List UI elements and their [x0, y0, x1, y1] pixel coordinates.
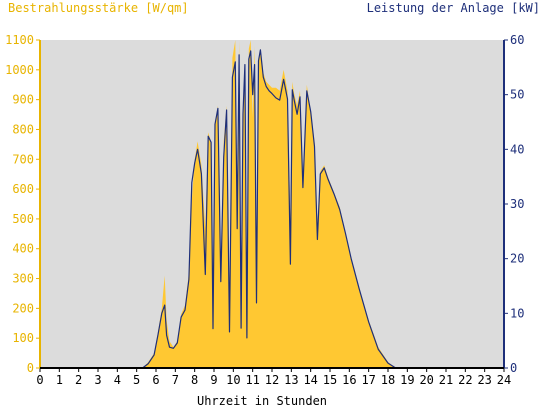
x-tick-label: 7: [172, 373, 179, 387]
x-tick-label: 19: [400, 373, 414, 387]
left-tick-label: 600: [12, 182, 34, 196]
x-tick-label: 1: [56, 373, 63, 387]
right-tick-label: 40: [510, 142, 524, 156]
x-tick-label: 9: [210, 373, 217, 387]
left-tick-label: 100: [12, 331, 34, 345]
x-tick-label: 15: [323, 373, 337, 387]
left-tick-label: 400: [12, 242, 34, 256]
right-tick-label: 20: [510, 252, 524, 266]
x-tick-label: 13: [284, 373, 298, 387]
x-tick-label: 14: [303, 373, 317, 387]
axes-layer: [36, 39, 508, 372]
x-tick-label: 24: [497, 373, 511, 387]
left-tick-label: 700: [12, 152, 34, 166]
x-tick-label: 2: [75, 373, 82, 387]
x-tick-label: 11: [245, 373, 259, 387]
left-tick-label: 800: [12, 122, 34, 136]
left-tick-label: 1100: [5, 33, 34, 47]
right-axis-title: Leistung der Anlage [kW]: [367, 1, 540, 15]
x-tick-label: 18: [381, 373, 395, 387]
x-tick-label: 22: [458, 373, 472, 387]
left-tick-label: 1000: [5, 63, 34, 77]
left-tick-label: 0: [27, 361, 34, 375]
right-tick-label: 10: [510, 306, 524, 320]
right-tick-label: 50: [510, 88, 524, 102]
left-axis-title: Bestrahlungsstärke [W/qm]: [8, 1, 189, 15]
right-tick-label: 30: [510, 197, 524, 211]
left-tick-label: 900: [12, 93, 34, 107]
tick-labels: 0 1 2 3 4 5 6 7 8 9 10 11 12 13 14 15 16 17 18 19 20 21 22 23 24…: [5, 33, 524, 387]
left-tick-label: 500: [12, 212, 34, 226]
x-tick-label: 20: [419, 373, 433, 387]
right-tick-label: 60: [510, 33, 524, 47]
series-layer: [40, 40, 504, 369]
x-tick-label: 0: [36, 373, 43, 387]
x-tick-label: 17: [361, 373, 375, 387]
x-tick-label: 4: [114, 373, 121, 387]
x-tick-label: 23: [477, 373, 491, 387]
x-tick-label: 3: [94, 373, 101, 387]
x-tick-label: 12: [265, 373, 279, 387]
power-line: [40, 49, 504, 369]
x-tick-label: 6: [152, 373, 159, 387]
x-axis-title: Uhrzeit in Stunden: [197, 394, 327, 408]
x-tick-label: 21: [439, 373, 453, 387]
x-tick-label: 10: [226, 373, 240, 387]
x-tick-label: 8: [191, 373, 198, 387]
right-tick-label: 0: [510, 361, 517, 375]
irradiance-area: [40, 40, 504, 368]
x-tick-label: 5: [133, 373, 140, 387]
left-tick-label: 300: [12, 272, 34, 286]
left-tick-label: 200: [12, 301, 34, 315]
x-tick-label: 16: [342, 373, 356, 387]
